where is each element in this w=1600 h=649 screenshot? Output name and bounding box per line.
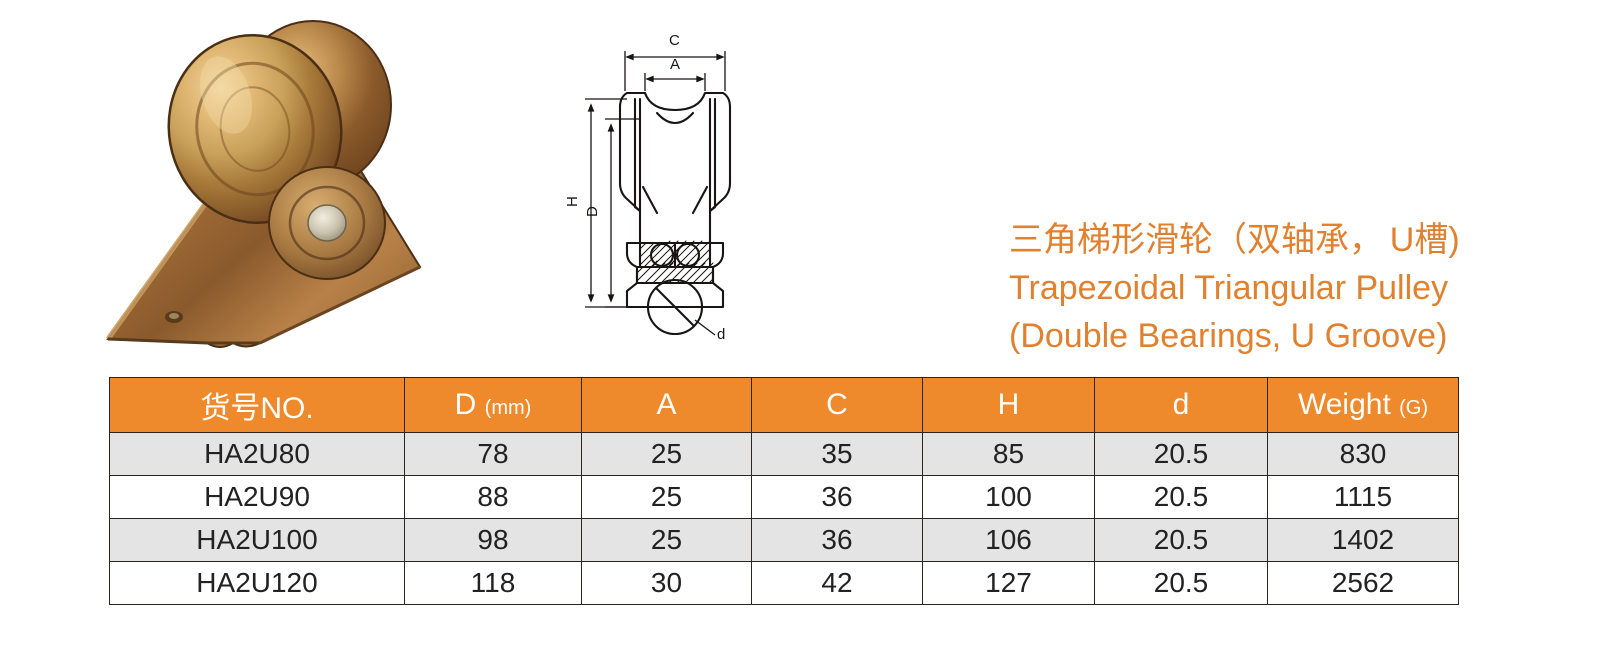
svg-text:C: C xyxy=(669,32,680,49)
svg-text:H: H xyxy=(565,196,581,207)
svg-text:A: A xyxy=(670,56,680,73)
svg-text:D: D xyxy=(584,206,601,217)
svg-text:d: d xyxy=(717,326,725,343)
